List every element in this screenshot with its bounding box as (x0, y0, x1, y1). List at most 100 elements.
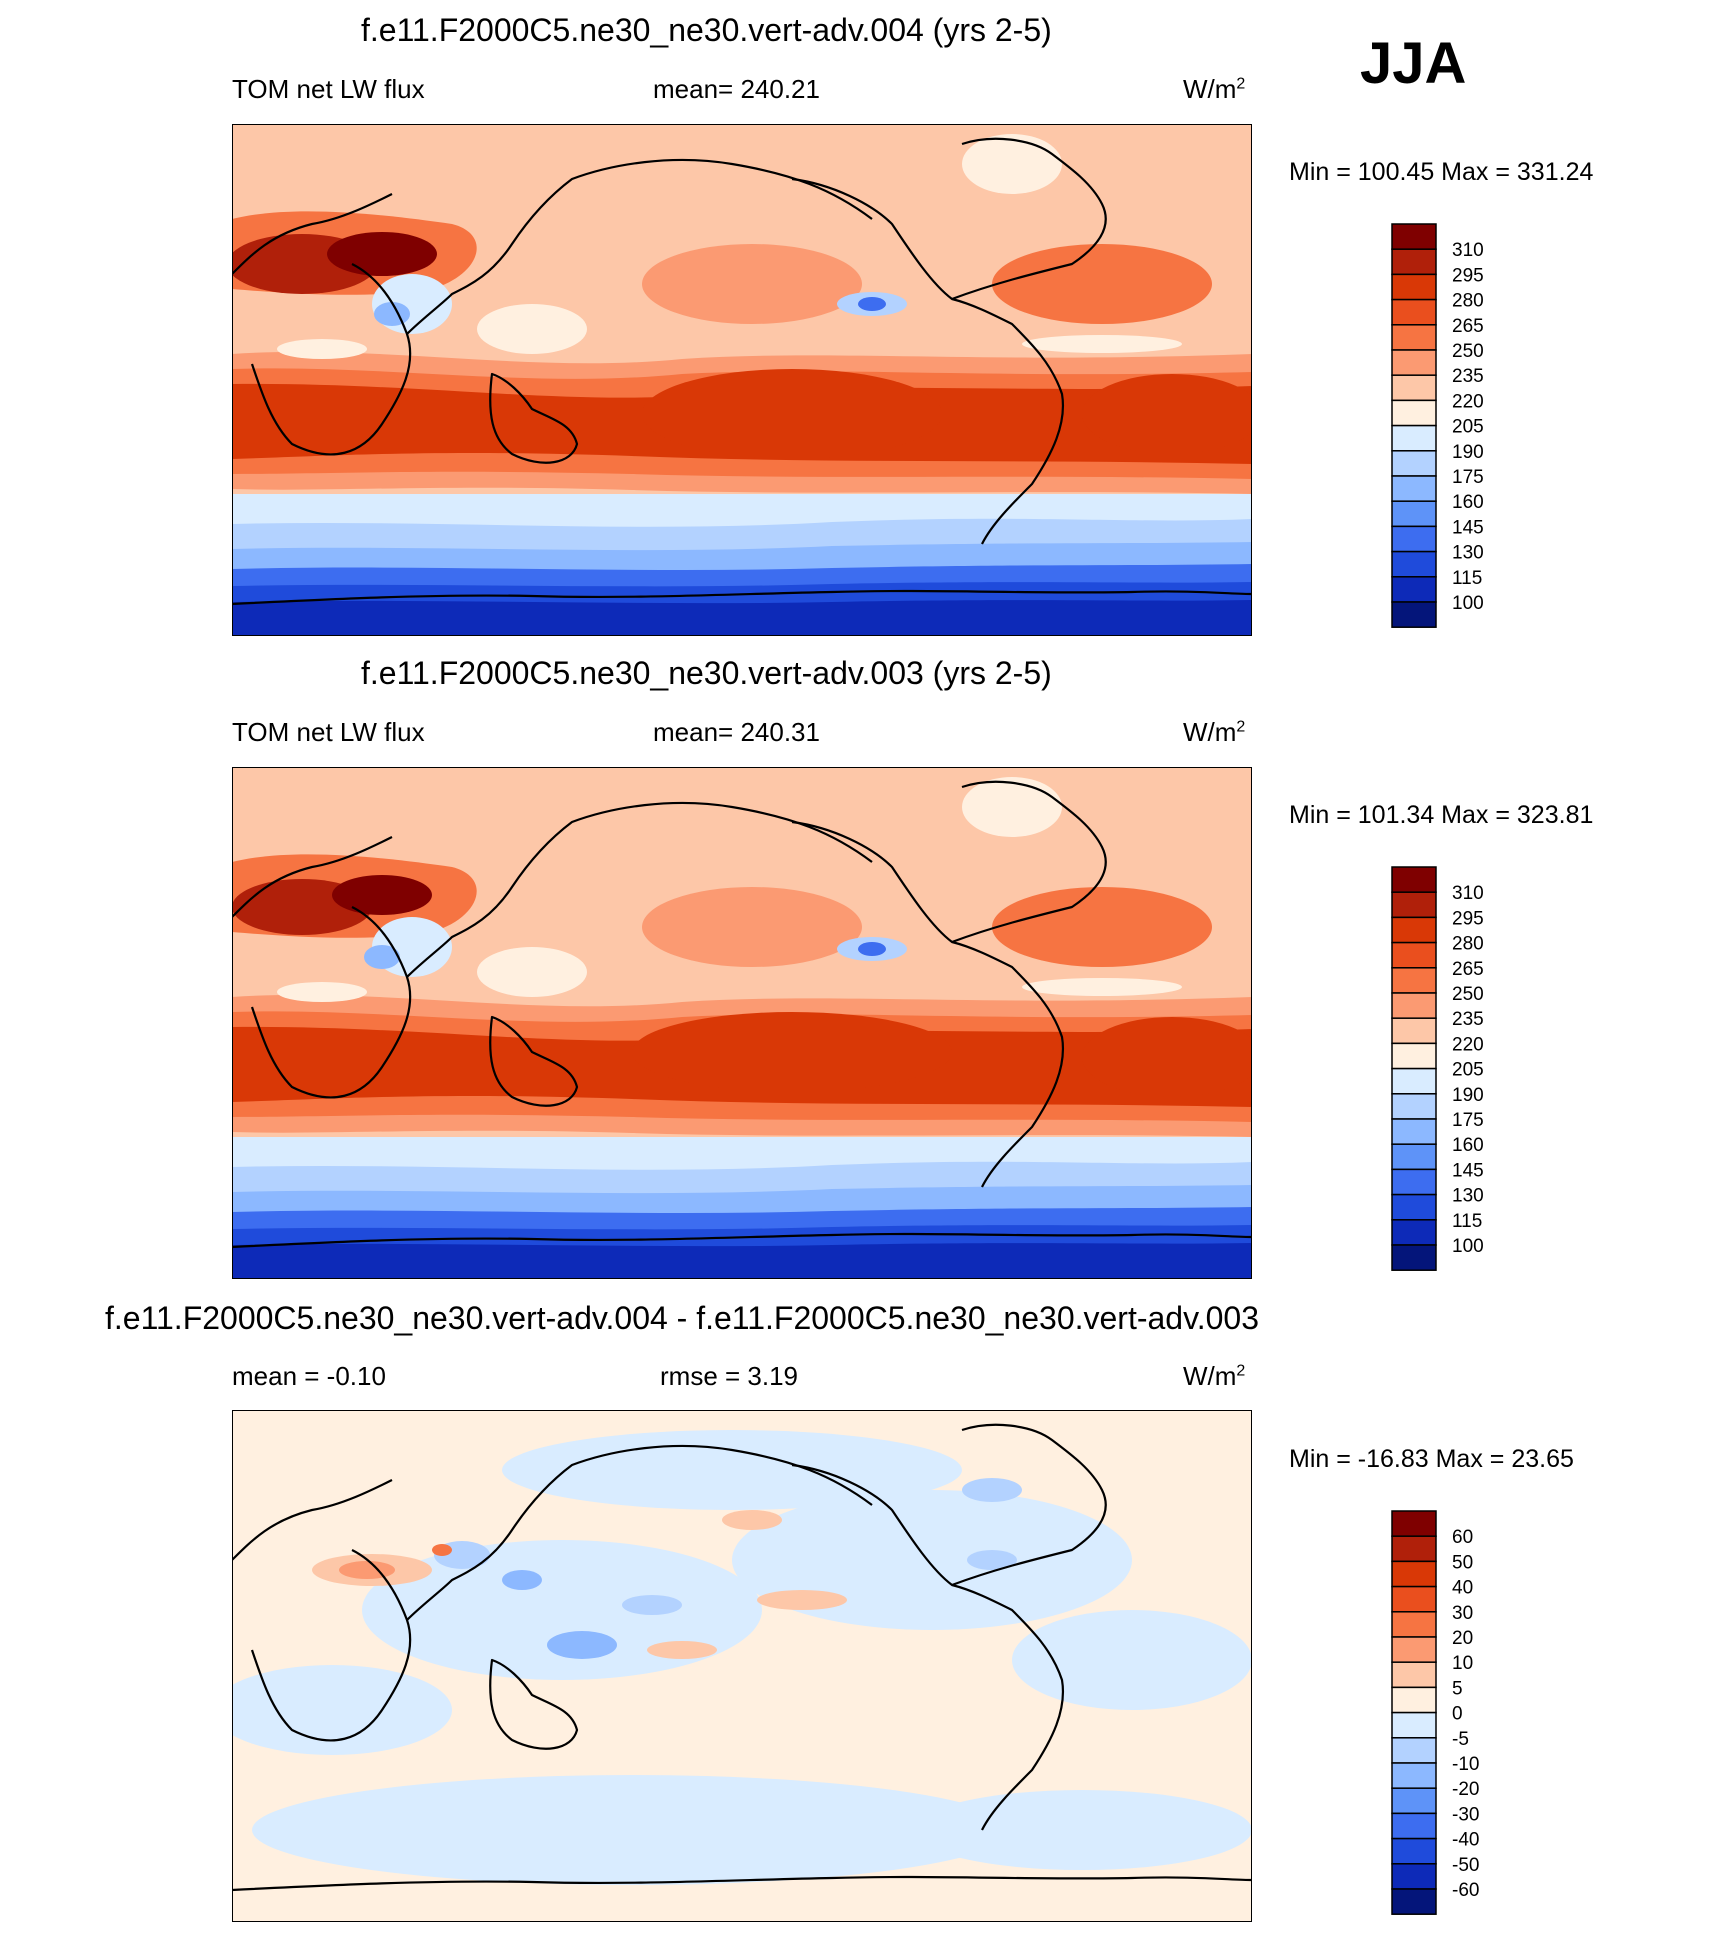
colorbar-box (1391, 891, 1437, 919)
panel-3-units-label: W/m2 (1183, 1361, 1246, 1391)
colorbar-box (1391, 1837, 1437, 1865)
colorbar-tick-label: 235 (1452, 366, 1484, 387)
north-pacific-high (642, 887, 862, 967)
colorbar-tick-label: -30 (1452, 1804, 1479, 1825)
colorbar-box (1391, 1219, 1437, 1246)
colorbar-tick-label: 100 (1452, 1236, 1484, 1257)
colorbar-box (1391, 349, 1437, 376)
colorbar-boxes (1391, 223, 1437, 628)
colorbar-box (1391, 941, 1437, 969)
atlantic-warm (1082, 1017, 1252, 1097)
colorbar-box (1391, 1863, 1437, 1890)
colorbar-tick-label: -20 (1452, 1779, 1479, 1800)
colorbar-box (1391, 1193, 1437, 1221)
panel-2-left-label: TOM net LW flux (232, 717, 425, 747)
colorbar-box (1391, 967, 1437, 994)
panel-2-title: f.e11.F2000C5.ne30_ne30.vert-adv.003 (yr… (361, 655, 1052, 691)
colorbar-tick-label: 265 (1452, 316, 1484, 337)
diff-patch (232, 1665, 452, 1755)
colorbar-box (1391, 601, 1437, 628)
colorbar-box (1391, 550, 1437, 578)
southern-band-6 (232, 600, 1252, 636)
diff-patch (1012, 1610, 1252, 1710)
north-atlantic-high (992, 887, 1212, 967)
colorbar-tick-label: 130 (1452, 1186, 1484, 1207)
panel-2-map (232, 767, 1252, 1279)
colorbar-tick-label: 145 (1452, 517, 1484, 538)
arabia-hot (327, 232, 437, 276)
central-america-core (858, 297, 886, 311)
colorbar-box (1391, 866, 1437, 893)
diff-patch (502, 1430, 962, 1510)
coastlines (232, 1423, 1252, 1892)
colorbar-box (1391, 374, 1437, 402)
colorbar-tick-label: 310 (1452, 883, 1484, 904)
greenland (962, 134, 1062, 194)
panel-1-title: f.e11.F2000C5.ne30_ne30.vert-adv.004 (yr… (361, 12, 1052, 48)
diff-patch (547, 1631, 617, 1659)
colorbar-tick-label: 160 (1452, 1135, 1484, 1156)
colorbar-box (1391, 1585, 1437, 1613)
colorbar-box (1391, 1636, 1437, 1663)
colorbar-tick-label: 160 (1452, 492, 1484, 513)
colorbar-tick-label: 175 (1452, 467, 1484, 488)
colorbar-box (1391, 1812, 1437, 1840)
colorbar-tick-label: 100 (1452, 593, 1484, 614)
diff-patch (647, 1641, 717, 1659)
colorbar-tick-label: 205 (1452, 417, 1484, 438)
colorbar-box (1391, 248, 1437, 276)
colorbar-tick-label: -10 (1452, 1754, 1479, 1775)
pacific-warm (642, 369, 942, 459)
colorbar-box (1391, 1017, 1437, 1045)
atlantic-itcz (1022, 978, 1182, 996)
panel-2-minmax: Min = 101.34 Max = 323.81 (1289, 801, 1594, 829)
colorbar-tick-label: 280 (1452, 291, 1484, 312)
panel-1-left-label: TOM net LW flux (232, 74, 425, 104)
colorbar-tick-label: 5 (1452, 1678, 1463, 1699)
colorbar-tick-label: 265 (1452, 959, 1484, 980)
atlantic-itcz (1022, 335, 1182, 353)
colorbar-tick-label: 190 (1452, 1085, 1484, 1106)
colorbar-box (1391, 1686, 1437, 1714)
diff-patch (339, 1561, 395, 1579)
colorbar-tick-label: -40 (1452, 1830, 1479, 1851)
colorbar-box (1391, 1535, 1437, 1563)
colorbar-box (1391, 1737, 1437, 1764)
colorbar-box (1391, 916, 1437, 944)
colorbar-tick-label: 0 (1452, 1704, 1463, 1725)
colorbar-tick-label: 30 (1452, 1603, 1473, 1624)
colorbar-boxes (1391, 866, 1437, 1271)
colorbar-tick-label: 60 (1452, 1527, 1473, 1548)
colorbar-tick-label: 295 (1452, 908, 1484, 929)
colorbar-tick-label: 235 (1452, 1009, 1484, 1030)
diff-patch (252, 1775, 1012, 1885)
panel-3-rmse-label: rmse = 3.19 (660, 1361, 799, 1391)
colorbar-tick-label: 50 (1452, 1552, 1473, 1573)
colorbar-box (1391, 324, 1437, 351)
colorbar-box (1391, 1711, 1437, 1739)
colorbar-tick-label: -60 (1452, 1880, 1479, 1901)
coastlines (232, 137, 1252, 606)
panel-3-mean-label: mean = -0.10 (232, 1361, 386, 1391)
colorbar-box (1391, 576, 1437, 603)
colorbar-box (1391, 1888, 1437, 1915)
colorbar-labels: 310 295 280 265 250 235 220 205 190 175 160 145 130 1… (1452, 240, 1484, 614)
diff-patch (962, 1478, 1022, 1502)
diff-patch (622, 1595, 682, 1615)
colorbar-tick-label: 40 (1452, 1578, 1473, 1599)
colorbar-box (1391, 1560, 1437, 1588)
colorbar-tick-label: 115 (1452, 568, 1482, 589)
colorbar-box (1391, 450, 1437, 477)
colorbar-tick-label: 250 (1452, 984, 1484, 1005)
colorbar-box (1391, 1762, 1437, 1789)
africa-itcz (277, 339, 367, 359)
north-pacific-high (642, 244, 862, 324)
colorbar-box (1391, 424, 1437, 452)
colorbar-box (1391, 1510, 1437, 1537)
colorbar-box (1391, 1143, 1437, 1171)
colorbar-box (1391, 992, 1437, 1019)
colorbar-box (1391, 298, 1437, 326)
maritime-continent (477, 304, 587, 354)
panel-3-minmax: Min = -16.83 Max = 23.65 (1289, 1445, 1574, 1473)
